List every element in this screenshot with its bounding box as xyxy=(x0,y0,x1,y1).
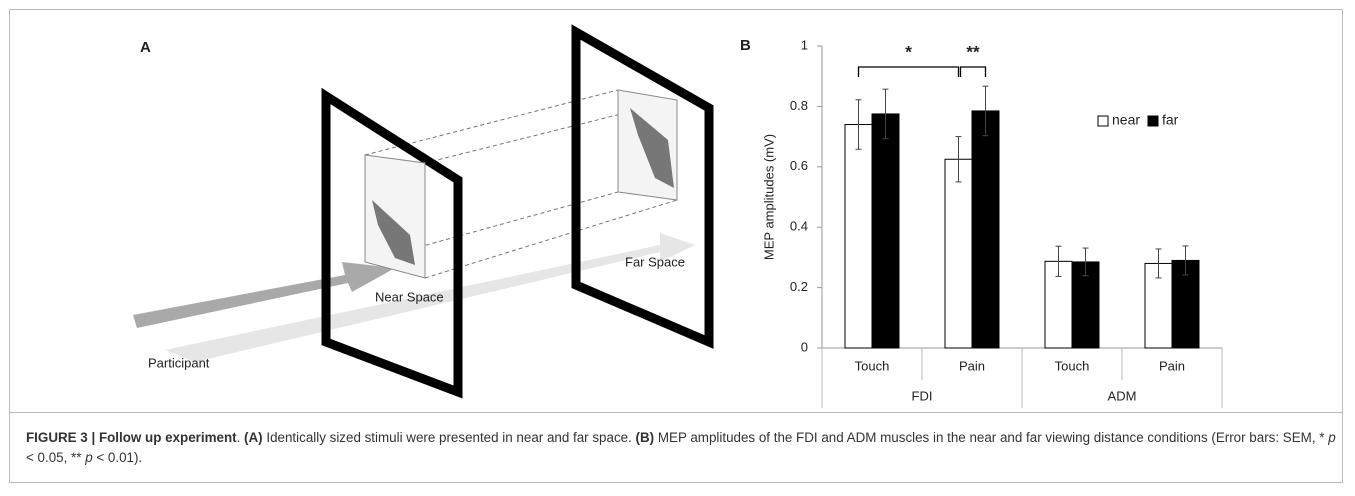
caption-text: < 0.05, ** xyxy=(26,450,85,465)
y-tick-label: 1 xyxy=(801,37,808,52)
near-label: Near Space xyxy=(375,289,444,304)
bar xyxy=(945,159,972,348)
group-label: FDI xyxy=(912,388,933,403)
x-tick-label: Pain xyxy=(959,358,985,373)
legend-label: near xyxy=(1112,112,1140,128)
bar xyxy=(872,114,899,348)
x-tick-label: Pain xyxy=(1159,358,1185,373)
caption-text: p xyxy=(1328,430,1335,445)
significance-label: ** xyxy=(966,42,980,61)
caption-text: (B) xyxy=(636,430,655,445)
panel-label: B xyxy=(740,37,751,54)
caption-text: (A) xyxy=(244,430,263,445)
caption-text: Identically sized stimuli were presented… xyxy=(263,430,636,445)
far-label: Far Space xyxy=(625,254,685,269)
significance-bracket xyxy=(961,67,986,77)
y-tick-label: 0.6 xyxy=(790,158,808,173)
caption-text: MEP amplitudes of the FDI and ADM muscle… xyxy=(654,430,1328,445)
y-tick-label: 0.4 xyxy=(790,219,808,234)
caption-text: p xyxy=(85,450,92,465)
participant-label: Participant xyxy=(148,355,210,370)
group-label: ADM xyxy=(1108,388,1137,403)
y-tick-label: 0.8 xyxy=(790,98,808,113)
legend-label: far xyxy=(1162,112,1179,128)
caption-text: < 0.01). xyxy=(93,450,143,465)
significance-label: * xyxy=(905,42,912,61)
caption-text: FIGURE 3 | Follow up experiment xyxy=(26,430,237,445)
near-image xyxy=(365,155,425,278)
bar xyxy=(972,111,999,348)
figure: A Near Space Far Space Participant B MEP… xyxy=(0,0,1355,496)
x-tick-label: Touch xyxy=(1055,358,1090,373)
y-tick-label: 0.2 xyxy=(790,279,808,294)
legend-swatch xyxy=(1148,116,1158,126)
y-axis-title: MEP amplitudes (mV) xyxy=(761,134,776,260)
caption-text: . xyxy=(237,430,244,445)
y-tick-label: 0 xyxy=(801,339,808,354)
caption: FIGURE 3 | Follow up experiment. (A) Ide… xyxy=(26,428,1336,468)
x-tick-label: Touch xyxy=(855,358,890,373)
significance-bracket xyxy=(859,67,959,77)
bar xyxy=(845,125,872,348)
panel-label: A xyxy=(140,39,151,56)
legend-swatch xyxy=(1098,116,1108,126)
